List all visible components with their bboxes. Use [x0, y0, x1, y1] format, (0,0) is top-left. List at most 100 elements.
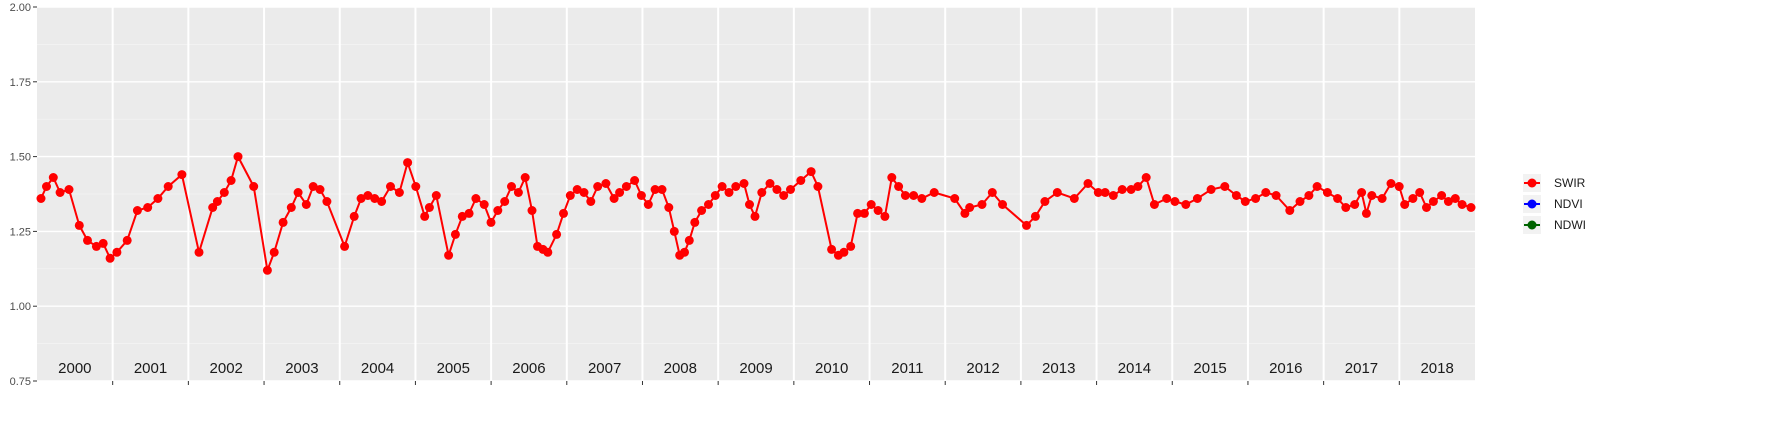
- data-point: [1341, 203, 1351, 212]
- data-point: [74, 220, 84, 230]
- data-point: [36, 194, 46, 203]
- data-point: [1357, 188, 1367, 197]
- data-point: [262, 265, 272, 275]
- year-label: 2006: [512, 360, 545, 377]
- data-point: [1312, 182, 1322, 191]
- data-point: [105, 253, 115, 263]
- data-point: [1083, 179, 1093, 188]
- data-point: [1304, 191, 1314, 200]
- data-point: [403, 158, 413, 168]
- data-point: [1377, 194, 1387, 203]
- data-point: [1443, 197, 1453, 206]
- data-point: [226, 176, 236, 185]
- data-point: [806, 167, 816, 177]
- data-point: [1181, 200, 1191, 209]
- year-label: 2002: [210, 360, 243, 377]
- data-point: [664, 203, 674, 212]
- year-label: 2010: [815, 360, 848, 377]
- data-point: [779, 191, 789, 200]
- data-point: [739, 179, 749, 188]
- data-point: [1231, 191, 1241, 200]
- legend-item-swir: SWIR: [1523, 174, 1586, 192]
- data-point: [1108, 191, 1118, 200]
- data-point: [1450, 194, 1460, 203]
- data-point: [1170, 197, 1180, 206]
- data-point: [64, 185, 74, 194]
- data-point: [286, 203, 296, 212]
- data-point: [866, 200, 876, 209]
- data-point: [998, 200, 1007, 209]
- data-point: [527, 206, 537, 215]
- data-point: [717, 182, 727, 191]
- data-point: [965, 203, 975, 212]
- data-point: [500, 197, 510, 206]
- data-point: [431, 191, 441, 200]
- year-label: 2011: [891, 360, 923, 377]
- data-point: [1367, 191, 1377, 200]
- data-point: [579, 188, 589, 197]
- data-point: [697, 206, 707, 215]
- data-point: [630, 176, 640, 185]
- data-point: [493, 206, 503, 215]
- data-point: [750, 211, 760, 221]
- data-point: [315, 185, 325, 194]
- data-point: [1422, 203, 1431, 212]
- data-point: [1206, 185, 1216, 194]
- data-point: [846, 241, 856, 251]
- data-point: [386, 182, 395, 191]
- data-point: [786, 185, 795, 194]
- data-point: [813, 182, 823, 191]
- data-point: [479, 200, 489, 209]
- data-point: [1093, 188, 1103, 197]
- data-point: [91, 241, 101, 251]
- data-point: [552, 229, 562, 239]
- data-point: [859, 208, 869, 218]
- data-point: [690, 217, 700, 227]
- data-point: [1361, 208, 1371, 218]
- y-tick-label: 1.00: [10, 301, 31, 313]
- data-point: [349, 211, 359, 221]
- data-point: [507, 182, 516, 191]
- data-point: [1457, 200, 1467, 209]
- data-point: [880, 211, 890, 221]
- data-point: [269, 247, 279, 257]
- data-point: [636, 191, 646, 200]
- data-point: [233, 152, 243, 162]
- data-point: [1069, 194, 1079, 203]
- data-point: [132, 206, 142, 215]
- data-point: [929, 188, 939, 197]
- data-point: [1240, 197, 1250, 206]
- legend-label: SWIR: [1554, 176, 1586, 190]
- data-point: [1040, 197, 1050, 206]
- data-point: [42, 182, 51, 191]
- data-point: [1437, 191, 1447, 200]
- data-point: [657, 185, 667, 194]
- data-point: [704, 200, 713, 209]
- data-point: [322, 197, 332, 206]
- data-point: [308, 182, 318, 191]
- data-point: [669, 226, 679, 236]
- data-point: [1271, 191, 1281, 200]
- year-label: 2014: [1118, 360, 1151, 377]
- data-point: [1052, 188, 1062, 197]
- data-point: [684, 235, 694, 245]
- data-point: [977, 200, 987, 209]
- data-point: [112, 247, 122, 257]
- data-point: [1133, 182, 1143, 191]
- data-point: [950, 194, 960, 203]
- data-point: [1386, 179, 1396, 188]
- data-point: [1149, 200, 1159, 209]
- data-point: [873, 206, 883, 215]
- data-point: [572, 185, 582, 194]
- year-label: 2017: [1345, 360, 1378, 377]
- year-label: 2009: [739, 360, 772, 377]
- data-point: [1400, 200, 1410, 209]
- year-label: 2001: [134, 360, 167, 377]
- year-label: 2004: [361, 360, 394, 377]
- data-point: [650, 185, 660, 194]
- data-point: [194, 247, 204, 257]
- y-tick-label: 1.25: [10, 226, 31, 238]
- data-point: [471, 194, 481, 203]
- data-point: [301, 200, 311, 209]
- legend-key-point: [1527, 220, 1537, 230]
